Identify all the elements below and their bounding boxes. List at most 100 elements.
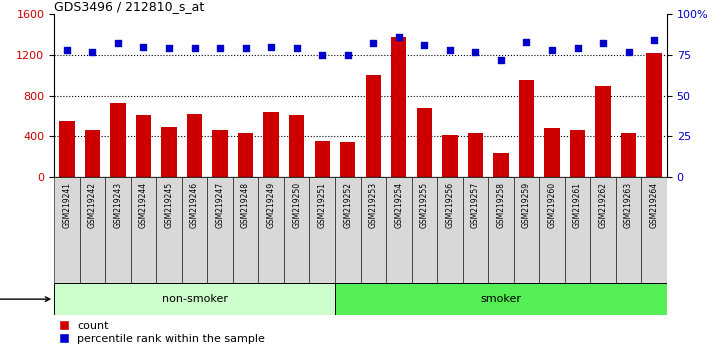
Bar <box>85 130 100 177</box>
Bar <box>131 177 156 283</box>
Bar <box>258 177 284 283</box>
Bar <box>309 177 335 283</box>
Bar <box>616 177 642 283</box>
Bar <box>493 153 508 177</box>
Bar <box>463 177 488 283</box>
Text: GSM219263: GSM219263 <box>624 182 633 228</box>
Point <box>265 44 277 50</box>
Bar <box>539 177 565 283</box>
Point <box>648 38 660 43</box>
Point <box>342 52 353 58</box>
Text: GSM219253: GSM219253 <box>368 182 378 228</box>
Bar <box>360 177 386 283</box>
Text: GSM219254: GSM219254 <box>394 182 403 228</box>
Bar <box>488 177 514 283</box>
Point <box>368 41 379 46</box>
Bar <box>162 127 177 177</box>
Point <box>189 46 200 51</box>
Bar <box>340 142 355 177</box>
Point <box>547 47 558 53</box>
Bar <box>366 75 381 177</box>
Text: GSM219245: GSM219245 <box>164 182 174 228</box>
Bar <box>105 177 131 283</box>
Point <box>623 49 634 55</box>
Bar <box>468 133 483 177</box>
Bar <box>570 130 585 177</box>
Point <box>61 47 73 53</box>
Bar <box>335 283 667 315</box>
Point <box>393 34 404 40</box>
Text: GSM219264: GSM219264 <box>650 182 659 228</box>
Bar <box>54 177 79 283</box>
Text: GSM219250: GSM219250 <box>292 182 301 228</box>
Text: GSM219247: GSM219247 <box>216 182 224 228</box>
Text: GSM219262: GSM219262 <box>598 182 608 228</box>
Text: GSM219244: GSM219244 <box>139 182 148 228</box>
Text: GSM219241: GSM219241 <box>62 182 71 228</box>
Bar <box>284 177 309 283</box>
Text: GSM219242: GSM219242 <box>88 182 97 228</box>
Text: GSM219248: GSM219248 <box>241 182 250 228</box>
Bar <box>79 177 105 283</box>
Text: other: other <box>0 294 50 304</box>
Point <box>572 46 583 51</box>
Bar <box>417 108 432 177</box>
Bar <box>386 177 412 283</box>
Bar <box>621 133 637 177</box>
Bar <box>642 177 667 283</box>
Bar <box>238 133 253 177</box>
Bar <box>54 283 335 315</box>
Point <box>317 52 328 58</box>
Bar <box>233 177 258 283</box>
Bar <box>442 135 458 177</box>
Bar <box>59 121 74 177</box>
Point <box>291 46 302 51</box>
Text: GSM219252: GSM219252 <box>343 182 353 228</box>
Text: GSM219251: GSM219251 <box>318 182 327 228</box>
Bar <box>544 128 559 177</box>
Text: GSM219255: GSM219255 <box>420 182 429 228</box>
Point <box>138 44 149 50</box>
Bar <box>596 86 611 177</box>
Text: GSM219256: GSM219256 <box>446 182 454 228</box>
Text: GSM219259: GSM219259 <box>522 182 531 228</box>
Point <box>469 49 481 55</box>
Point <box>87 49 98 55</box>
Text: smoker: smoker <box>480 294 521 304</box>
Bar <box>136 115 151 177</box>
Text: GSM219260: GSM219260 <box>547 182 557 228</box>
Text: GSM219261: GSM219261 <box>573 182 582 228</box>
Bar <box>647 53 662 177</box>
Bar <box>182 177 208 283</box>
Point <box>214 46 226 51</box>
Bar <box>187 114 202 177</box>
Bar <box>110 103 125 177</box>
Bar <box>565 177 590 283</box>
Text: GSM219258: GSM219258 <box>497 182 505 228</box>
Bar <box>335 177 360 283</box>
Bar <box>437 177 463 283</box>
Point <box>521 39 532 45</box>
Bar <box>208 177 233 283</box>
Point <box>419 42 430 48</box>
Point <box>495 57 507 63</box>
Point <box>112 41 124 46</box>
Point <box>597 41 609 46</box>
Bar <box>156 177 182 283</box>
Bar <box>263 112 279 177</box>
Bar <box>412 177 437 283</box>
Bar <box>314 141 329 177</box>
Bar <box>213 130 228 177</box>
Point <box>163 46 174 51</box>
Bar <box>391 36 407 177</box>
Point <box>240 46 252 51</box>
Text: GSM219249: GSM219249 <box>267 182 275 228</box>
Text: GSM219243: GSM219243 <box>113 182 123 228</box>
Bar <box>289 115 304 177</box>
Bar <box>590 177 616 283</box>
Bar <box>519 80 534 177</box>
Text: GDS3496 / 212810_s_at: GDS3496 / 212810_s_at <box>54 0 204 13</box>
Legend: count, percentile rank within the sample: count, percentile rank within the sample <box>60 321 265 344</box>
Text: non-smoker: non-smoker <box>162 294 228 304</box>
Point <box>444 47 456 53</box>
